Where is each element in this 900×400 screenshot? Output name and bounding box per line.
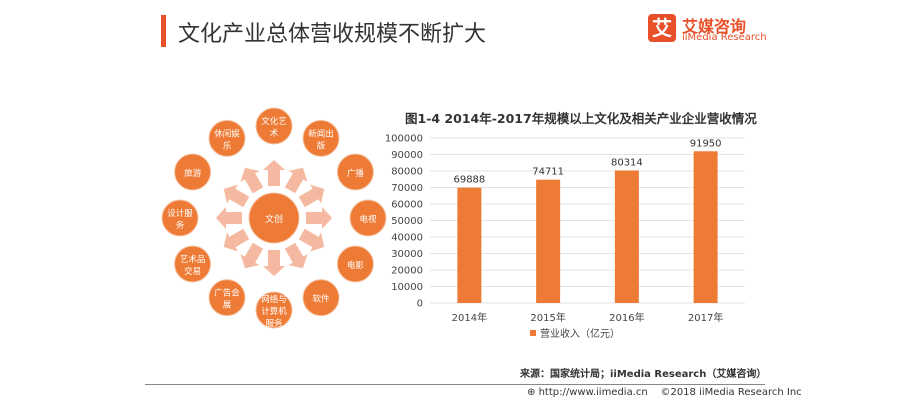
data-label: 74711 — [532, 167, 564, 178]
globe-icon: ⊕ — [527, 387, 536, 398]
data-label: 80314 — [611, 157, 643, 168]
node-circle — [208, 119, 246, 157]
node-circle — [174, 245, 212, 283]
divider — [145, 384, 765, 385]
data-label: 91950 — [690, 138, 722, 149]
arrow-shape — [298, 184, 325, 208]
bar-chart: 0 10000 20000 30000 40000 50000 60000 70000 8000… — [385, 134, 745, 340]
title-accent-bar — [161, 15, 166, 47]
bar — [614, 170, 639, 303]
bar — [693, 151, 718, 303]
x-tick-label: 2016年 — [609, 311, 644, 324]
node-circle — [336, 153, 374, 191]
y-tick-label: 80000 — [391, 167, 423, 178]
arrow-icon — [298, 228, 325, 252]
arrow-shape — [298, 228, 325, 252]
arrow-shape — [263, 250, 285, 276]
node-circle — [174, 153, 212, 191]
center-circle — [248, 192, 300, 244]
arrow-icon — [216, 207, 242, 229]
arrow-shape — [216, 207, 242, 229]
node-label: 务 — [176, 220, 185, 231]
chart-title: 图1-4 2014年-2017年规模以上文化及相关产业企业营收情况 — [405, 111, 757, 126]
node-label: 广播 — [347, 168, 365, 179]
footer-url[interactable]: http://www.iimedia.cn — [538, 387, 648, 398]
center-label: 文创 — [265, 213, 283, 225]
x-tick-label: 2017年 — [688, 311, 723, 324]
arrow-icon — [240, 167, 264, 194]
arrow-icon — [263, 250, 285, 276]
arrow-icon — [306, 207, 332, 229]
node-label: 休闲娱 — [214, 128, 240, 139]
y-tick-label: 100000 — [385, 134, 423, 145]
node-label: 电视 — [359, 214, 377, 225]
node-circle — [161, 199, 199, 237]
node-label: 版 — [317, 140, 326, 151]
bar — [536, 179, 561, 303]
logo-icon: 艾 — [648, 14, 676, 42]
arrow-icon — [284, 242, 308, 269]
node-label: 广告会 — [214, 288, 240, 299]
source-note: 来源：国家统计局；iiMedia Research（艾媒咨询） — [520, 369, 767, 380]
node-circle — [302, 279, 340, 317]
y-tick-label: 90000 — [391, 150, 423, 161]
logo-name: 艾媒咨询 — [682, 17, 747, 36]
arrow-icon — [223, 228, 250, 252]
footer: ⊕ http://www.iimedia.cn ©2018 iiMedia Re… — [527, 387, 802, 398]
node-label: 展 — [223, 301, 232, 311]
legend-swatch — [530, 330, 536, 336]
node-label: 设计服 — [167, 208, 193, 219]
y-tick-label: 40000 — [391, 233, 423, 244]
arrow-icon — [240, 242, 264, 269]
y-tick-label: 70000 — [391, 183, 423, 194]
node-label: 乐 — [223, 140, 232, 151]
node-circle — [302, 119, 340, 157]
node-circle — [349, 199, 387, 237]
y-tick-label: 20000 — [391, 266, 423, 277]
x-tick-label: 2014年 — [452, 311, 487, 324]
y-tick-label: 10000 — [391, 282, 423, 293]
arrow-icon — [298, 184, 325, 208]
y-tick-label: 50000 — [391, 216, 423, 227]
arrow-shape — [306, 207, 332, 229]
node-label: 交易 — [184, 266, 201, 277]
arrow-icon — [284, 167, 308, 194]
y-tick-label: 0 — [417, 299, 423, 310]
footer-copyright: ©2018 iiMedia Research Inc — [660, 387, 802, 398]
arrow-shape — [263, 160, 285, 186]
arrow-shape — [240, 242, 264, 269]
node-label: 术 — [270, 128, 279, 139]
arrow-shape — [223, 184, 250, 208]
node-label: 电影 — [347, 260, 365, 271]
node-circle — [255, 291, 293, 329]
arrow-shape — [284, 242, 308, 269]
arrow-icon — [223, 184, 250, 208]
node-label: 文化艺 — [261, 116, 287, 127]
node-label: 计算机 — [261, 306, 287, 317]
node-label: 旅游 — [184, 168, 202, 179]
y-tick-label: 60000 — [391, 200, 423, 211]
node-label: 艺术品 — [180, 254, 206, 265]
logo-subtitle: iiMedia Research — [682, 32, 767, 43]
arrow-icon — [263, 160, 285, 186]
node-circle — [336, 245, 374, 283]
node-circle — [208, 279, 246, 317]
arrow-shape — [223, 228, 250, 252]
bar — [457, 187, 482, 303]
node-label: 服务 — [265, 318, 283, 329]
node-label: 新闻出 — [308, 128, 334, 139]
x-tick-label: 2015年 — [530, 311, 565, 324]
arrow-shape — [284, 167, 308, 194]
page-title: 文化产业总体营收规模不断扩大 — [178, 22, 487, 47]
node-label: 软件 — [312, 294, 330, 305]
legend-label: 营业收入（亿元） — [540, 327, 620, 340]
y-tick-label: 30000 — [391, 249, 423, 260]
data-label: 69888 — [453, 175, 485, 186]
arrow-shape — [240, 167, 264, 194]
node-label: 网络与 — [261, 294, 287, 305]
node-circle — [255, 107, 293, 145]
